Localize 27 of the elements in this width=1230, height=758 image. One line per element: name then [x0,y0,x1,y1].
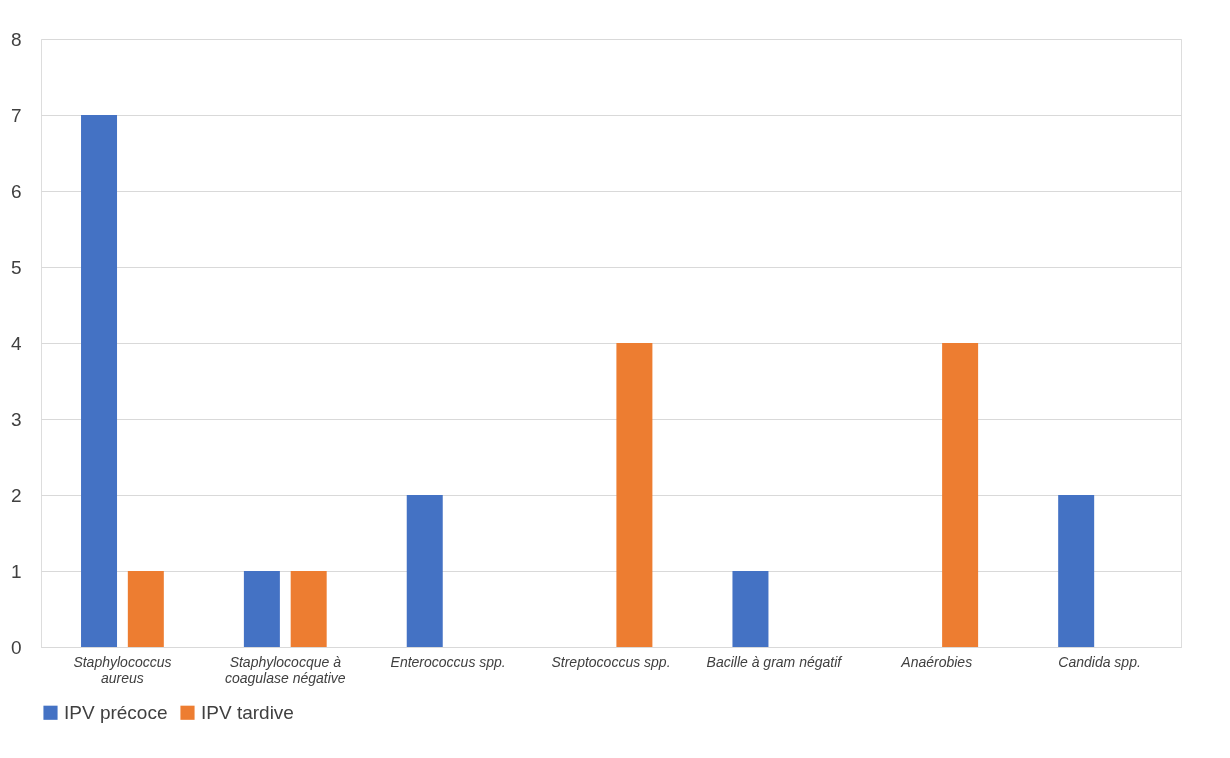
y-tick-label: 4 [10,332,22,354]
x-tick-label: Anaérobies [900,653,973,670]
y-tick-label: 7 [10,104,22,126]
bar [243,571,280,647]
x-tick-label: Staphylococcus aureus [73,653,172,686]
bar [1058,495,1095,647]
x-tick-label: Enterococcus spp. [390,653,506,670]
x-tick-label: Bacille à gram négatif [706,653,844,670]
bar [290,571,327,647]
y-tick-label: 8 [10,28,22,50]
y-tick-label: 2 [10,484,22,506]
bar [732,571,769,647]
x-tick-label: Candida spp. [1058,653,1141,670]
bar [406,495,443,647]
bar [81,115,118,647]
legend-label: IPV précoce [64,701,168,723]
y-tick-label: 1 [10,560,22,582]
x-tick-label: Streptococcus spp. [551,653,671,670]
y-tick-label: 0 [10,636,22,658]
legend-label: IPV tardive [201,701,294,723]
bar [942,343,979,647]
y-tick-label: 6 [10,180,22,202]
bar [127,571,164,647]
y-tick-label: 3 [10,408,22,430]
x-tick-label: Staphylococque à coagulase négative [224,653,346,686]
y-tick-label: 5 [10,256,22,278]
bar [616,343,653,647]
